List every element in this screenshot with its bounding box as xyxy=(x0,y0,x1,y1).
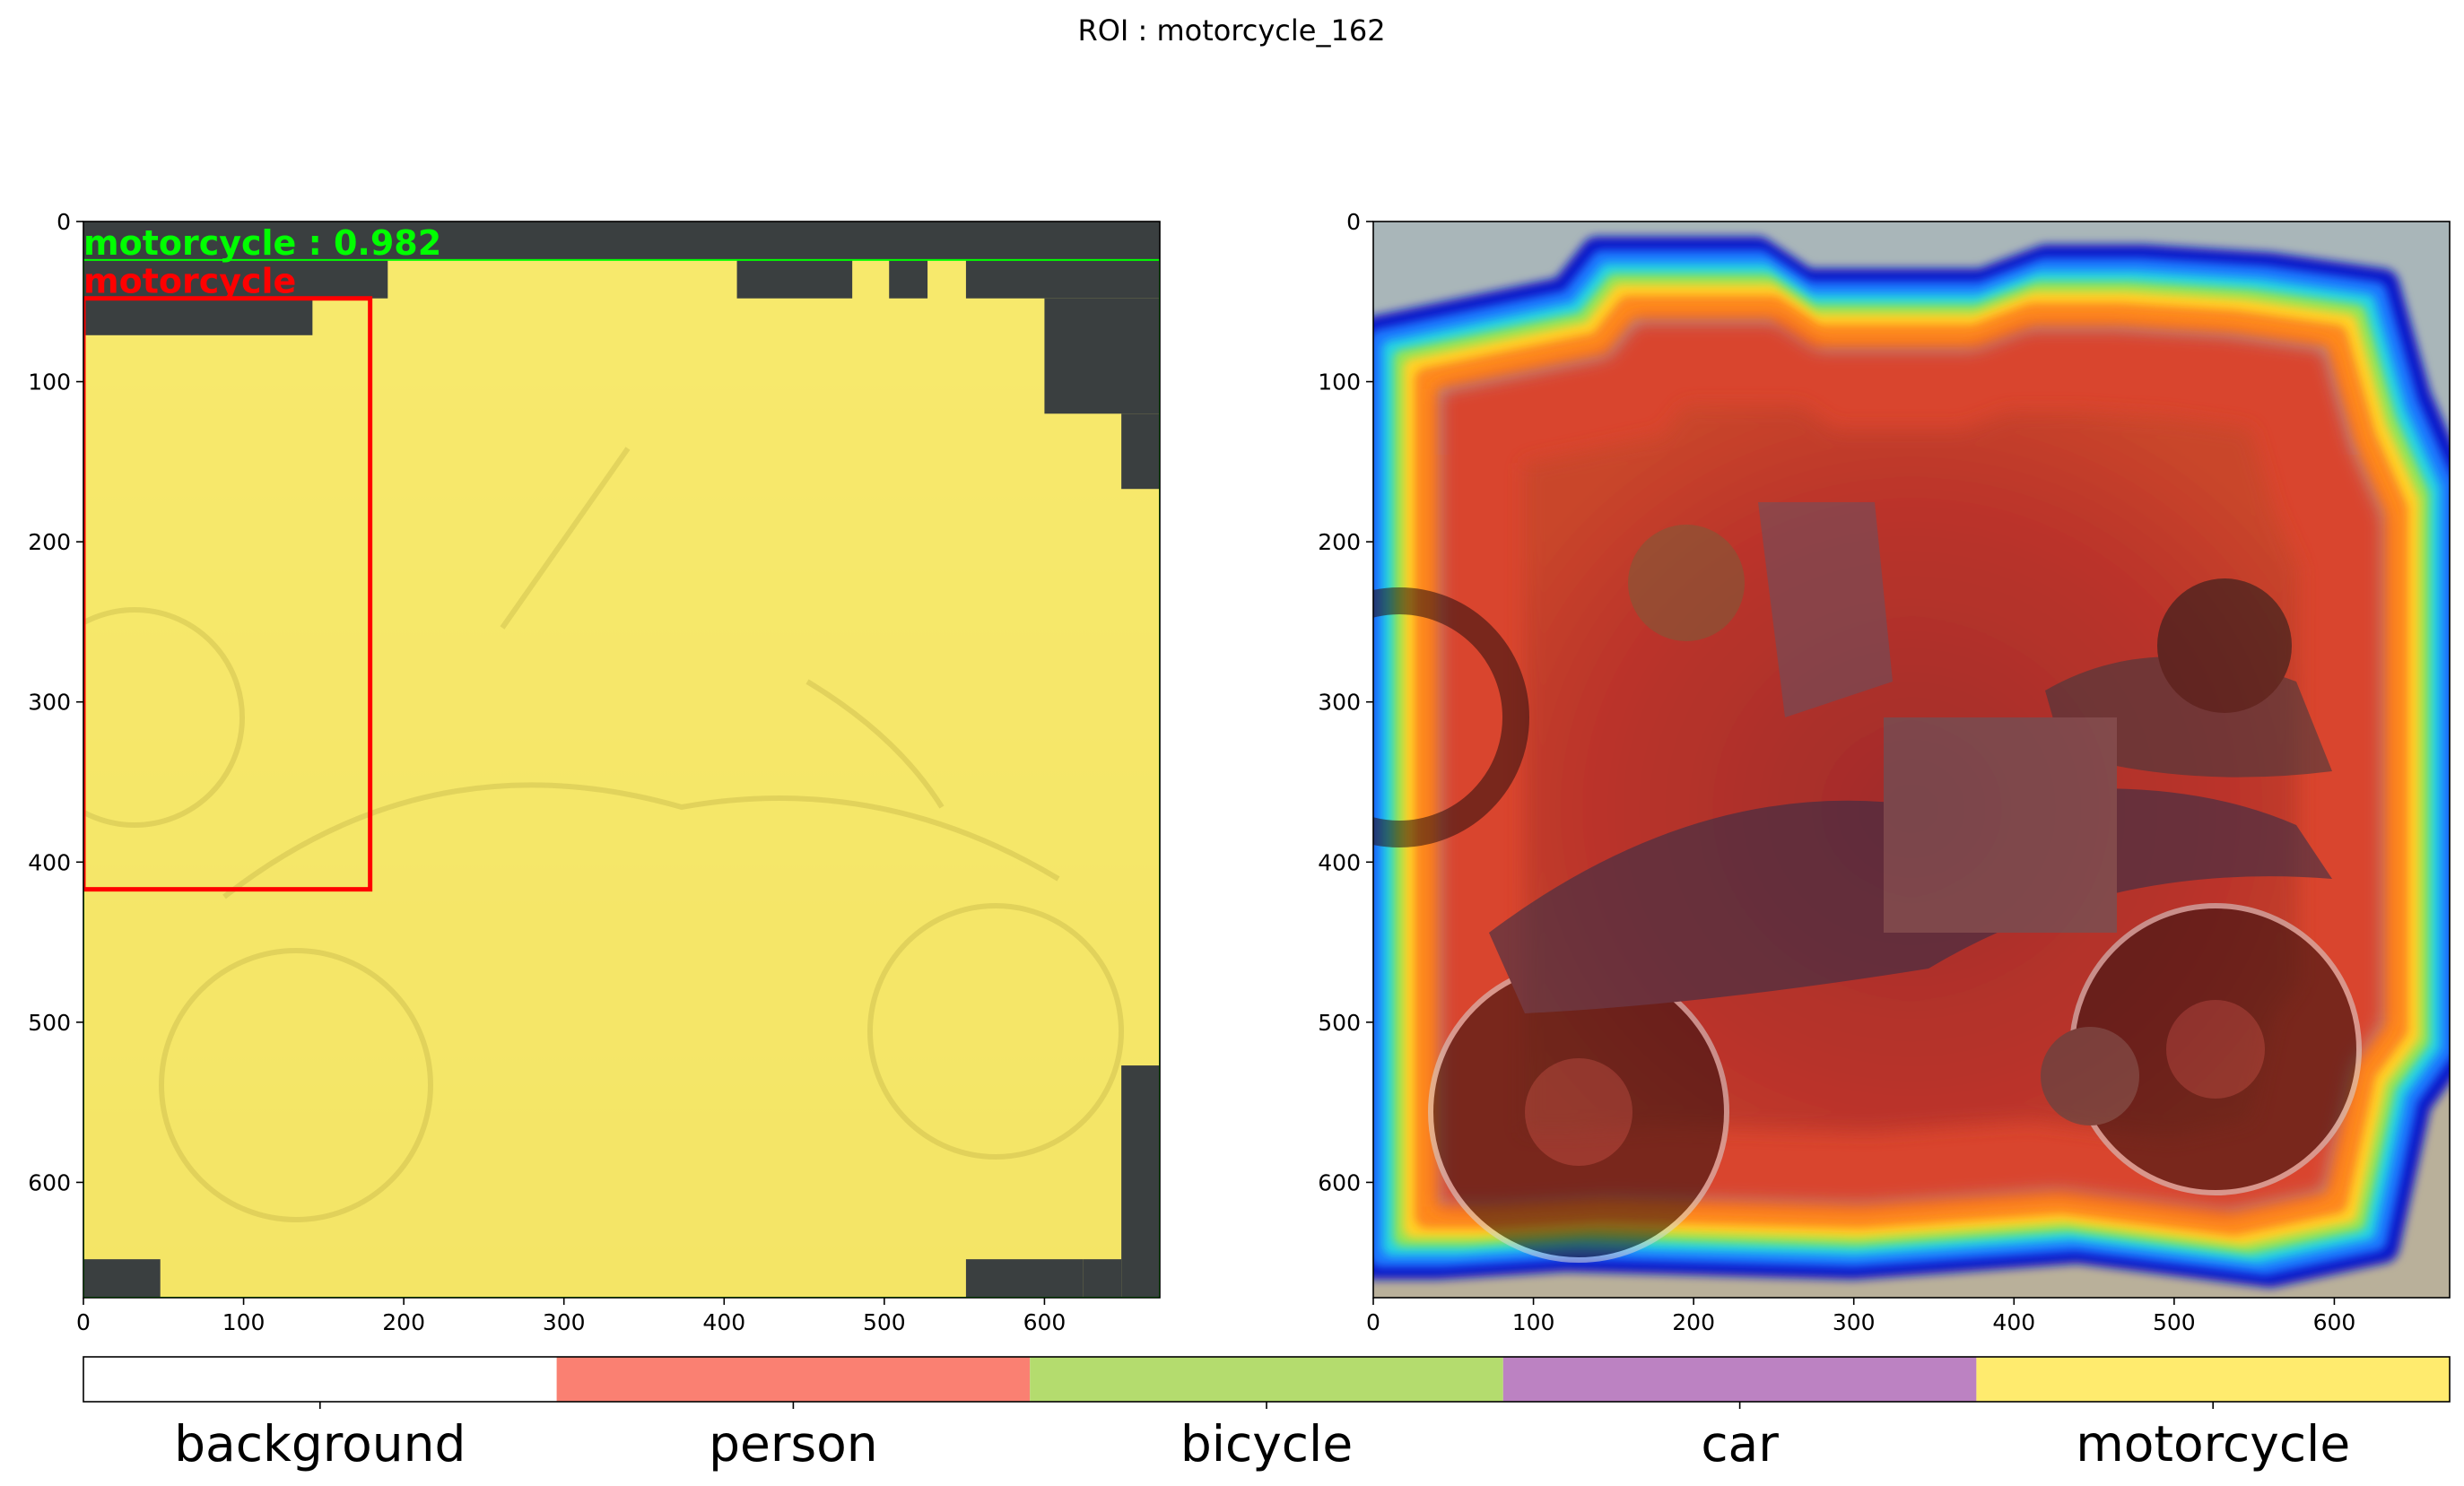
heat-x-tick-label: 400 xyxy=(1992,1309,2035,1335)
heat-x-tick-label: 300 xyxy=(1833,1309,1876,1335)
heatmap-contour xyxy=(1415,295,2408,1236)
heat-y-tick-label: 600 xyxy=(1318,1169,1361,1195)
seg-y-tick-label: 500 xyxy=(28,1010,71,1036)
background-block xyxy=(83,298,313,335)
heat-x-tick-label: 0 xyxy=(1366,1309,1380,1335)
colorbar-swatch-person xyxy=(556,1357,1031,1402)
figure-title: ROI : motorcycle_162 xyxy=(1077,13,1385,48)
seg-y-tick-label: 400 xyxy=(28,849,71,875)
heat-y-tick-label: 200 xyxy=(1318,529,1361,555)
background-block xyxy=(1083,1259,1122,1298)
heatmap-image xyxy=(1373,222,2450,1298)
heat-y-tick-label: 300 xyxy=(1318,690,1361,716)
motorcycle-photo-hint xyxy=(1373,502,2362,1263)
colorbar-label-car: car xyxy=(1701,1415,1779,1473)
background-block xyxy=(965,259,1160,299)
heat-y-tick-label: 0 xyxy=(1346,209,1361,235)
class-colorbar: background person bicycle car motorcycle xyxy=(83,1356,2451,1473)
seg-x-tick-label: 200 xyxy=(382,1309,425,1335)
heatmap-panel: 0 100 200 300 400 500 600 0 100 200 300 400 500 600 xyxy=(1318,209,2451,1335)
background-block xyxy=(736,259,853,299)
ground-truth-label: motorcycle xyxy=(83,262,296,301)
heat-x-tick-label: 100 xyxy=(1512,1309,1555,1335)
seg-y-tick-label: 100 xyxy=(28,369,71,395)
colorbar-label-person: person xyxy=(709,1415,878,1473)
seg-x-tick-label: 300 xyxy=(543,1309,586,1335)
background-block xyxy=(1121,413,1160,490)
colorbar-swatch-bicycle xyxy=(1030,1357,1503,1402)
background-region-blocks xyxy=(83,222,1160,1298)
colorbar-label-background: background xyxy=(174,1415,466,1473)
faint-motorcycle-silhouette xyxy=(83,447,1124,1222)
segmentation-axes-frame xyxy=(83,221,1161,1299)
heat-y-tick-label: 100 xyxy=(1318,369,1361,395)
seg-y-tick-label: 200 xyxy=(28,529,71,555)
colorbar-frame xyxy=(83,1356,2451,1403)
background-block xyxy=(889,259,928,299)
background-block xyxy=(83,259,388,299)
colorbar-label-bicycle: bicycle xyxy=(1180,1415,1353,1473)
colorbar-label-motorcycle: motorcycle xyxy=(2076,1415,2350,1473)
heat-x-tick-label: 600 xyxy=(2313,1309,2356,1335)
colorbar-swatch-background xyxy=(83,1357,557,1402)
seg-x-tick-label: 0 xyxy=(76,1309,91,1335)
colorbar-swatch-car xyxy=(1502,1357,1977,1402)
motorcycle-mask-overlay xyxy=(83,259,1160,1298)
heat-x-tick-label: 200 xyxy=(1672,1309,1715,1335)
heatmap-axes-ticks: 0 100 200 300 400 500 600 0 100 200 300 400 500 600 xyxy=(1318,209,2355,1335)
background-block xyxy=(83,222,1160,260)
background-block xyxy=(83,1259,161,1298)
background-block xyxy=(1044,298,1160,414)
heat-y-tick-label: 500 xyxy=(1318,1010,1361,1036)
seg-x-tick-label: 100 xyxy=(222,1309,266,1335)
detection-label: motorcycle : 0.982 xyxy=(83,223,441,263)
heatmap-axes-frame xyxy=(1372,221,2451,1299)
seg-x-tick-label: 500 xyxy=(863,1309,906,1335)
background-block xyxy=(965,1259,1084,1298)
seg-y-tick-label: 300 xyxy=(28,690,71,716)
heat-y-tick-label: 400 xyxy=(1318,849,1361,875)
seg-y-tick-label: 600 xyxy=(28,1169,71,1195)
seg-x-tick-label: 600 xyxy=(1023,1309,1067,1335)
colorbar-swatch-motorcycle xyxy=(1976,1357,2450,1402)
seg-x-tick-label: 400 xyxy=(702,1309,745,1335)
ground-truth-box xyxy=(83,296,373,892)
seg-y-tick-label: 0 xyxy=(57,209,71,235)
segmentation-axes-ticks: 0 100 200 300 400 500 600 0 100 200 300 400 500 600 xyxy=(28,209,1066,1335)
background-block xyxy=(1121,1065,1160,1298)
heat-x-tick-label: 500 xyxy=(2153,1309,2196,1335)
